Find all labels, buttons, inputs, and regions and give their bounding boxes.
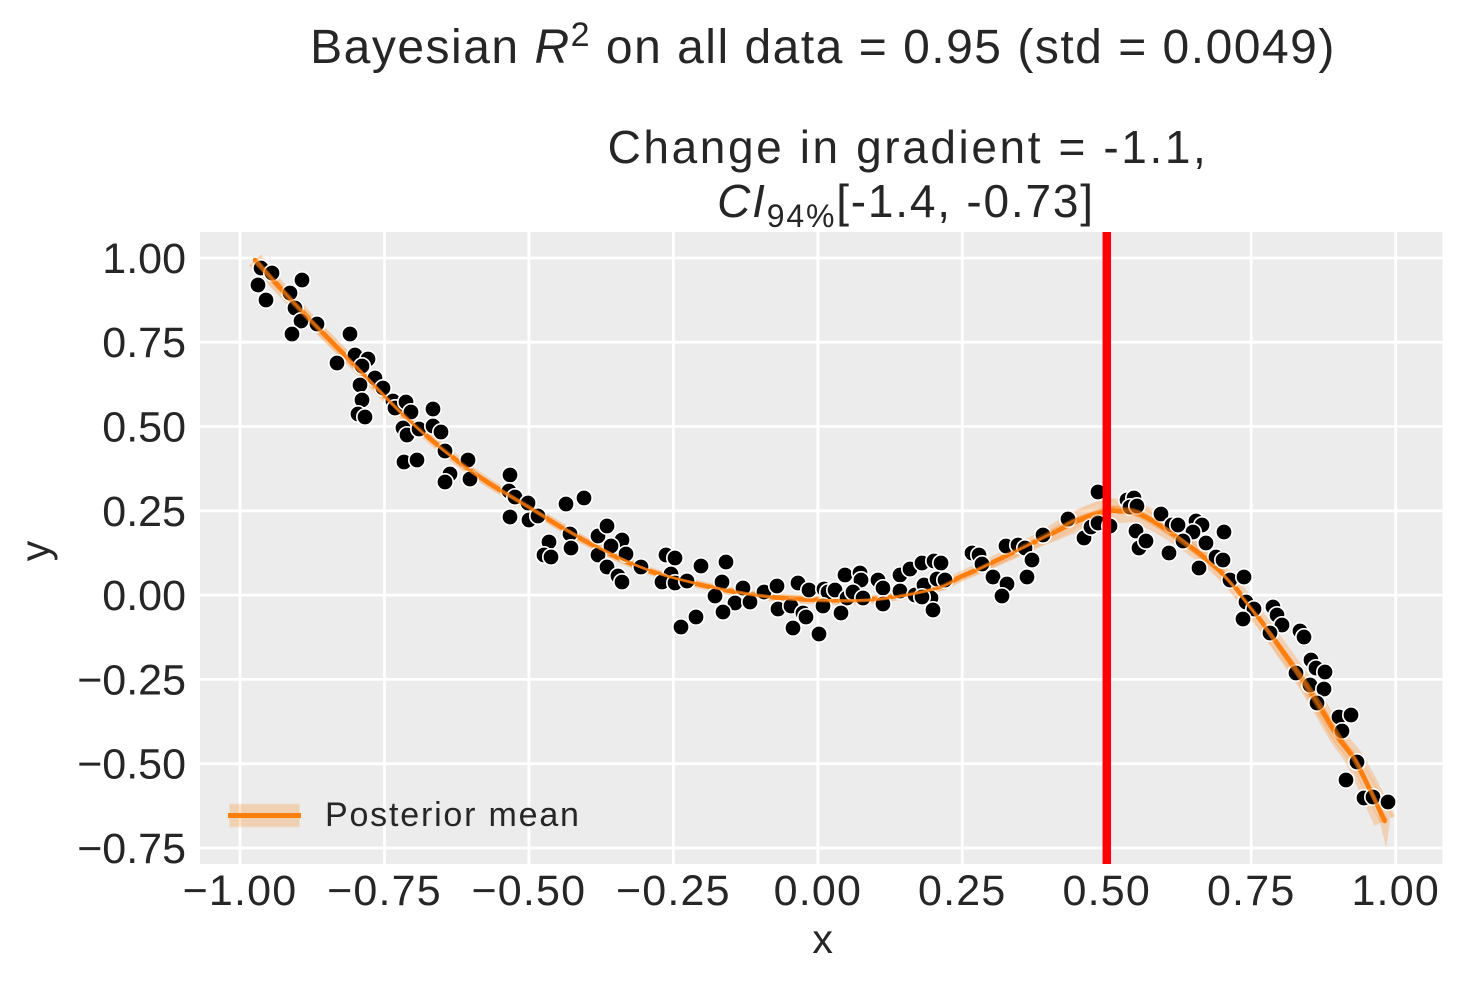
svg-text:0.00: 0.00	[102, 572, 186, 620]
svg-text:1.00: 1.00	[1351, 867, 1440, 915]
svg-text:Change in gradient = -1.1,: Change in gradient = -1.1,	[608, 121, 1209, 173]
svg-text:0.75: 0.75	[1207, 867, 1296, 915]
svg-text:0.50: 0.50	[1063, 867, 1152, 915]
svg-text:0.50: 0.50	[102, 404, 186, 452]
svg-text:−1.00: −1.00	[183, 867, 298, 915]
svg-text:−0.50: −0.50	[77, 741, 186, 789]
svg-text:−0.75: −0.75	[77, 825, 186, 873]
svg-text:Bayesian R2 on all data = 0.95: Bayesian R2 on all data = 0.95 (std = 0.…	[310, 16, 1336, 74]
svg-text:−0.25: −0.25	[77, 656, 186, 704]
svg-text:−0.75: −0.75	[327, 867, 442, 915]
svg-text:0.25: 0.25	[102, 488, 186, 536]
svg-text:−0.50: −0.50	[471, 867, 586, 915]
svg-text:0.25: 0.25	[918, 867, 1007, 915]
svg-text:y: y	[12, 540, 58, 561]
svg-text:−0.25: −0.25	[616, 867, 731, 915]
svg-text:0.00: 0.00	[774, 867, 863, 915]
svg-text:x: x	[812, 916, 833, 962]
svg-text:CI94%[-1.4, -0.73]: CI94%[-1.4, -0.73]	[717, 175, 1095, 234]
svg-text:0.75: 0.75	[102, 319, 186, 367]
svg-text:1.00: 1.00	[102, 235, 186, 283]
svg-text:Posterior mean: Posterior mean	[325, 796, 581, 834]
